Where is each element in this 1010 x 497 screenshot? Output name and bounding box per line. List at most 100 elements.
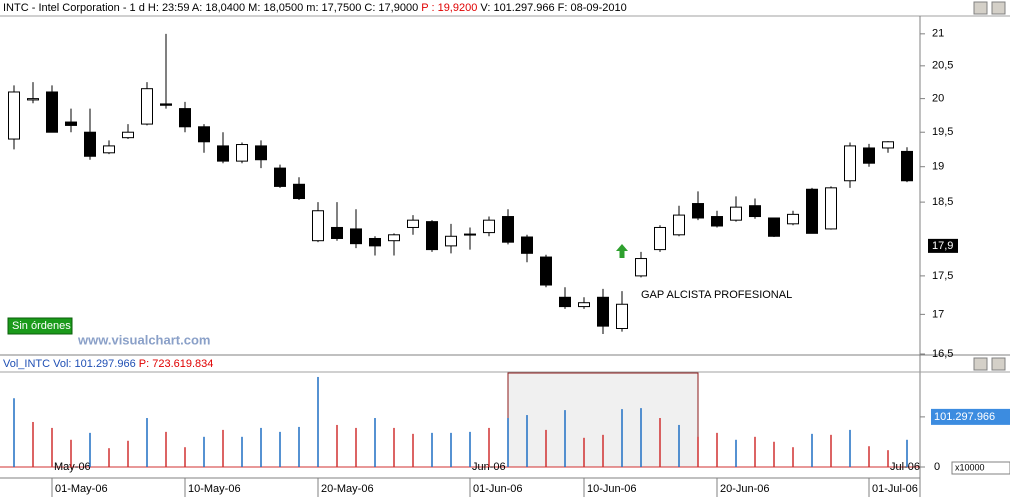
volume-bar [450,432,452,467]
y-tick-label: 19,5 [932,126,953,138]
gap-arrow [616,244,628,258]
current-volume-box [931,408,1010,425]
close-button[interactable] [991,357,1006,371]
x-tick-label: 20-May-06 [321,483,374,495]
volume-bar [488,427,490,467]
candle-body [502,216,514,243]
minimize-button[interactable] [973,357,988,371]
volume-bar [222,429,224,467]
candle-body [274,167,286,187]
status-text: Sin órdenes [12,320,71,332]
candle-body [293,183,305,200]
price-header: INTC - Intel Corporation - 1 d H: 23:59 … [3,2,627,14]
candle-body [749,205,761,218]
candle-body [578,302,590,308]
candle-body [540,256,552,286]
volume-bar [697,436,699,467]
candle-body [426,221,438,251]
candle-body [730,206,742,221]
candle-body [407,219,419,228]
candle-body [46,91,58,133]
volume-bar [868,446,870,467]
volume-bar [108,448,110,467]
volume-bar [583,437,585,467]
volume-bar [317,376,319,467]
status-box [7,317,73,335]
volume-bar [526,415,528,467]
volume-bar [735,439,737,467]
header-main: INTC - Intel Corporation - 1 d H: 23:59 … [3,2,418,14]
candle-body [464,233,476,236]
volume-bar [165,431,167,467]
annotation: GAP ALCISTA PROFESIONAL [641,289,792,301]
y-tick-label: 0 [934,461,940,473]
candle-body [236,144,248,162]
volume-bar [70,439,72,467]
candle-body [673,214,685,236]
candle-body [141,88,153,125]
volume-bar [260,427,262,467]
volume-bar [374,418,376,467]
volume-bar [32,421,34,467]
close-button[interactable] [991,1,1006,15]
volume-bar [469,431,471,467]
candle-body [27,98,39,101]
y-tick-label: 16,5 [932,348,953,360]
volume-bar [564,410,566,467]
candle-body [160,103,172,106]
candle-body [863,147,875,164]
x-tick-label: 10-Jun-06 [587,483,637,495]
volume-bar [184,447,186,467]
volume-bar [792,447,794,467]
candle-body [84,131,96,157]
volume-bar [127,440,129,467]
candle-body [312,210,324,242]
candle-body [711,216,723,227]
candle-body [901,150,913,182]
candle-body [103,145,115,154]
y-tick-label: 20 [932,93,944,105]
volume-bar [13,398,15,467]
x-tick-label: 20-Jun-06 [720,483,770,495]
header-tail: V: 101.297.966 F: 08-09-2010 [480,2,626,14]
unit-box [951,461,1010,475]
candle-body [844,145,856,182]
candle-body [521,236,533,254]
volume-bar [887,450,889,467]
volume-bar [51,427,53,467]
volume-bar [355,427,357,467]
y-tick-label: 19 [932,161,944,173]
volume-bar [89,432,91,467]
header-highlight: P : 19,9200 [421,2,477,14]
volume-bar [906,439,908,467]
volume-bar [393,427,395,467]
volume-bar [146,418,148,467]
volume-bar [659,418,661,467]
candle-body [616,303,628,329]
y-tick-label: 17,5 [932,270,953,282]
volume-bar [849,429,851,467]
x-tick-label: 01-Jun-06 [473,483,523,495]
x-tick-label: 01-May-06 [55,483,108,495]
x-tick-label: 01-Jul-06 [872,483,918,495]
candle-body [350,228,362,245]
unit-label: x10000 [955,462,985,472]
minimize-button[interactable] [973,1,988,15]
y-tick-label: 20,5 [932,60,953,72]
candle-body [331,226,343,239]
watermark: www.visualchart.com [77,332,210,347]
candle-body [122,131,134,139]
candle-body [369,237,381,247]
volume-header-highlight: P: 723.619.834 [139,358,214,370]
volume-bar [545,429,547,467]
volume-bar [830,434,832,467]
volume-bar [773,441,775,467]
candle-body [388,234,400,242]
volume-bar [811,433,813,467]
candle-body [559,296,571,308]
volume-bar [298,426,300,467]
last-price-box [928,238,958,253]
candle-body [768,217,780,237]
